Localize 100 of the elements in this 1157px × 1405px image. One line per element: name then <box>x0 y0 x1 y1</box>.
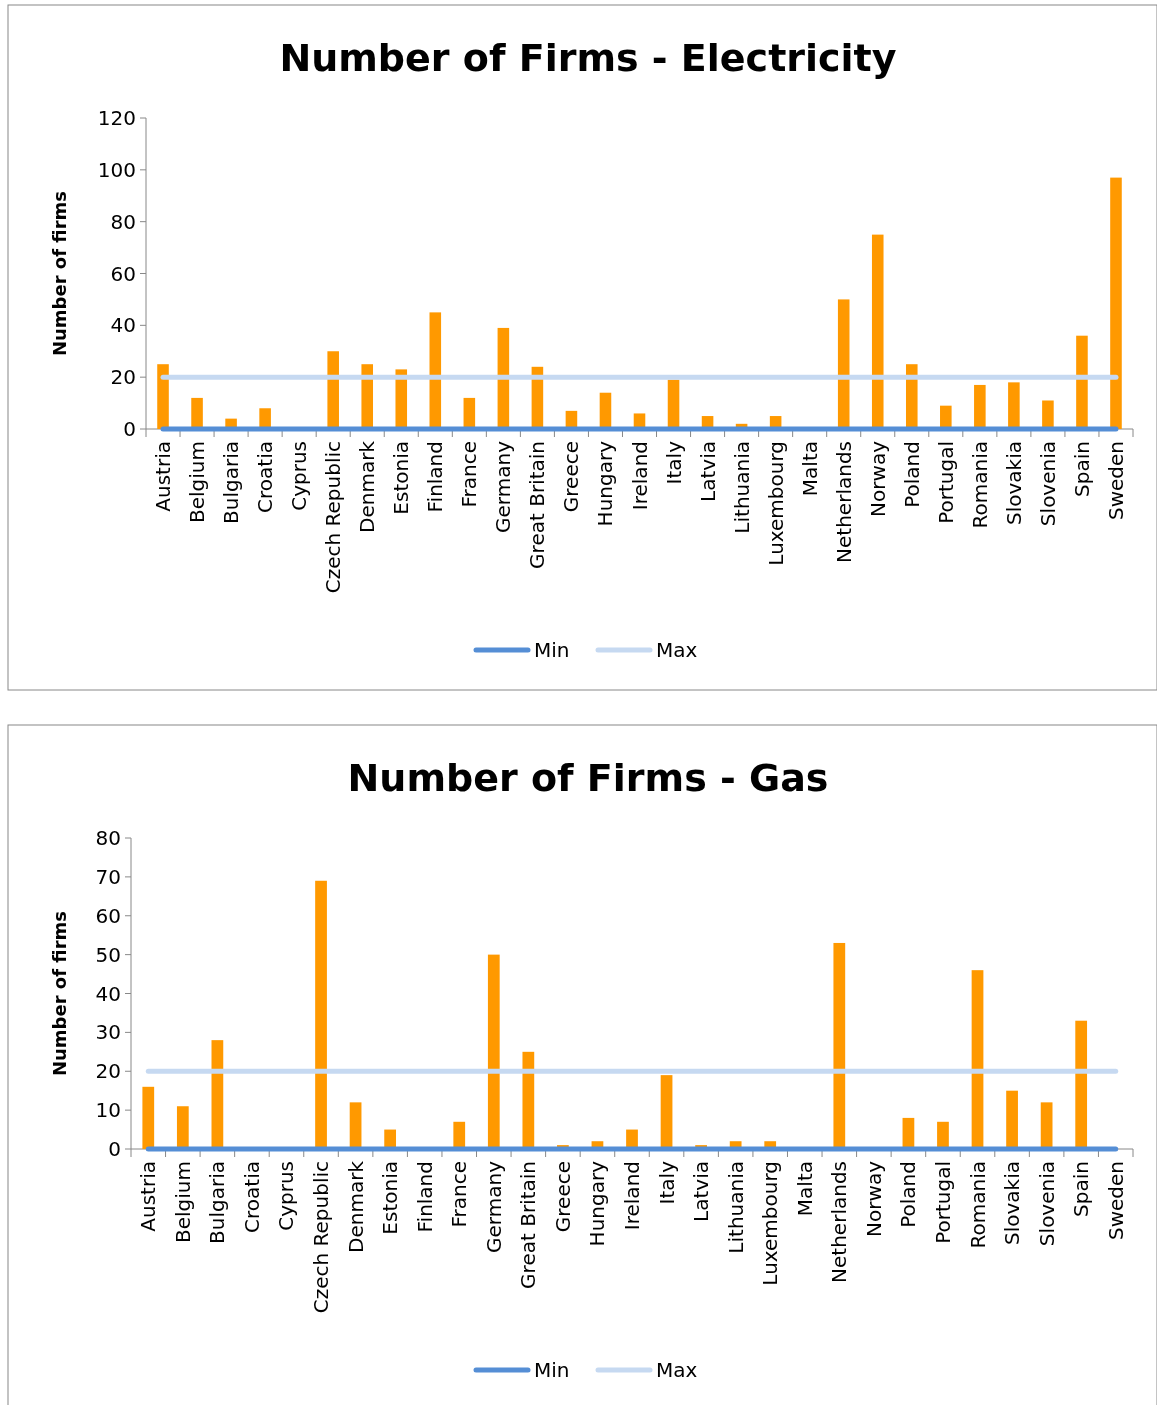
bar <box>1110 177 1122 429</box>
x-tick-label: Sweden <box>1103 1161 1128 1241</box>
x-tick-label: Greece <box>550 1161 575 1233</box>
y-tick-label: 50 <box>95 942 121 967</box>
bar <box>349 1102 362 1149</box>
x-tick-label: France <box>457 441 482 508</box>
y-tick-label: 40 <box>95 981 121 1006</box>
x-tick-label: Belgium <box>170 1161 195 1243</box>
y-tick-label: 120 <box>97 106 136 130</box>
y-tick-label: 80 <box>110 209 136 234</box>
bar <box>667 379 680 429</box>
x-tick-label: Poland <box>899 441 924 508</box>
x-tick-label: Czech Republic <box>321 441 346 594</box>
x-tick-label: Greece <box>559 441 584 513</box>
bar <box>1076 335 1088 429</box>
y-tick-label: 10 <box>95 1098 121 1123</box>
bar <box>315 880 327 1149</box>
x-tick-label: Netherlands <box>827 1161 852 1283</box>
bar <box>157 364 169 429</box>
x-tick-label: Italy <box>654 1160 679 1205</box>
x-tick-label: Hungary <box>585 1160 610 1247</box>
x-tick-label: Luxembourg <box>763 441 788 566</box>
y-tick-label: 100 <box>97 157 136 182</box>
x-tick-label: Cyprus <box>274 1161 299 1231</box>
x-tick-label: Croatia <box>253 441 278 513</box>
x-tick-label: Croatia <box>239 1161 264 1233</box>
x-tick-label: Romania <box>965 1161 990 1249</box>
bar <box>361 364 374 429</box>
x-tick-label: Norway <box>865 440 890 517</box>
x-tick-label: Austria <box>151 441 176 512</box>
bar <box>487 954 500 1149</box>
legend-label: Max <box>656 638 698 662</box>
bar <box>176 1106 189 1149</box>
x-tick-label: Estonia <box>378 1161 403 1235</box>
x-tick-label: Spain <box>1069 1161 1094 1217</box>
x-tick-label: Ireland <box>627 441 652 511</box>
chart-title: Number of Firms - Electricity <box>279 36 897 80</box>
y-tick-label: 20 <box>95 1059 121 1084</box>
x-tick-label: Italy <box>661 440 686 485</box>
x-tick-label: Denmark <box>355 440 380 533</box>
bar <box>937 1121 949 1149</box>
chart-title: Number of Firms - Gas <box>347 756 829 800</box>
bar <box>1075 1020 1088 1149</box>
x-tick-label: Latvia <box>689 1161 714 1222</box>
bar <box>940 405 952 429</box>
y-tick-label: 70 <box>95 864 121 889</box>
y-tick-label: 0 <box>108 1137 121 1161</box>
legend-label: Min <box>534 638 570 662</box>
x-tick-label: Ireland <box>620 1161 644 1231</box>
x-tick-label: Slovakia <box>1000 1161 1025 1245</box>
x-tick-label: Malta <box>792 1161 817 1217</box>
bar <box>833 942 846 1149</box>
x-tick-label: Great Britain <box>516 1161 541 1289</box>
bar <box>1008 382 1020 429</box>
x-tick-label: Lithuania <box>729 441 754 534</box>
x-tick-label: Norway <box>861 1160 886 1237</box>
legend-label: Min <box>534 1358 570 1382</box>
bar <box>259 408 271 429</box>
y-tick-label: 80 <box>95 826 121 850</box>
bar <box>660 1075 673 1149</box>
x-tick-label: Finland <box>423 441 448 513</box>
x-tick-label: Denmark <box>343 1160 368 1253</box>
bar <box>1006 1090 1018 1149</box>
x-tick-label: Bulgaria <box>205 1161 230 1244</box>
y-tick-label: 30 <box>95 1020 121 1045</box>
x-tick-label: Great Britain <box>525 441 550 569</box>
x-tick-label: Czech Republic <box>309 1161 334 1314</box>
y-tick-label: 60 <box>110 261 136 286</box>
bar <box>453 1121 466 1149</box>
bar <box>871 234 884 429</box>
x-tick-label: Estonia <box>389 441 414 515</box>
x-tick-label: Portugal <box>930 1161 955 1244</box>
y-tick-label: 40 <box>110 313 136 338</box>
bar <box>905 364 918 429</box>
bar <box>837 299 850 429</box>
x-tick-label: Austria <box>136 1161 161 1232</box>
bar <box>1040 1102 1053 1149</box>
x-tick-label: France <box>447 1161 472 1228</box>
bar <box>974 384 986 429</box>
x-tick-label: Malta <box>797 441 822 497</box>
x-tick-label: Slovakia <box>1001 441 1026 525</box>
legend-label: Max <box>656 1358 698 1382</box>
bar <box>971 970 984 1149</box>
x-tick-label: Latvia <box>695 441 720 502</box>
y-axis-title: Number of firms <box>49 190 70 357</box>
x-tick-label: Netherlands <box>831 441 856 563</box>
x-tick-label: Sweden <box>1103 441 1128 521</box>
x-tick-label: Luxembourg <box>758 1161 783 1286</box>
x-tick-label: Belgium <box>185 441 210 523</box>
bar <box>191 397 203 429</box>
bar <box>522 1051 535 1149</box>
x-tick-label: Germany <box>491 440 516 533</box>
x-tick-label: Finland <box>412 1161 437 1233</box>
x-tick-label: Slovenia <box>1035 441 1060 527</box>
bar <box>327 351 339 429</box>
bar <box>1042 400 1054 429</box>
x-tick-label: Spain <box>1069 441 1094 497</box>
x-tick-label: Lithuania <box>723 1161 748 1254</box>
bar <box>429 312 442 429</box>
x-tick-label: Portugal <box>933 441 958 524</box>
